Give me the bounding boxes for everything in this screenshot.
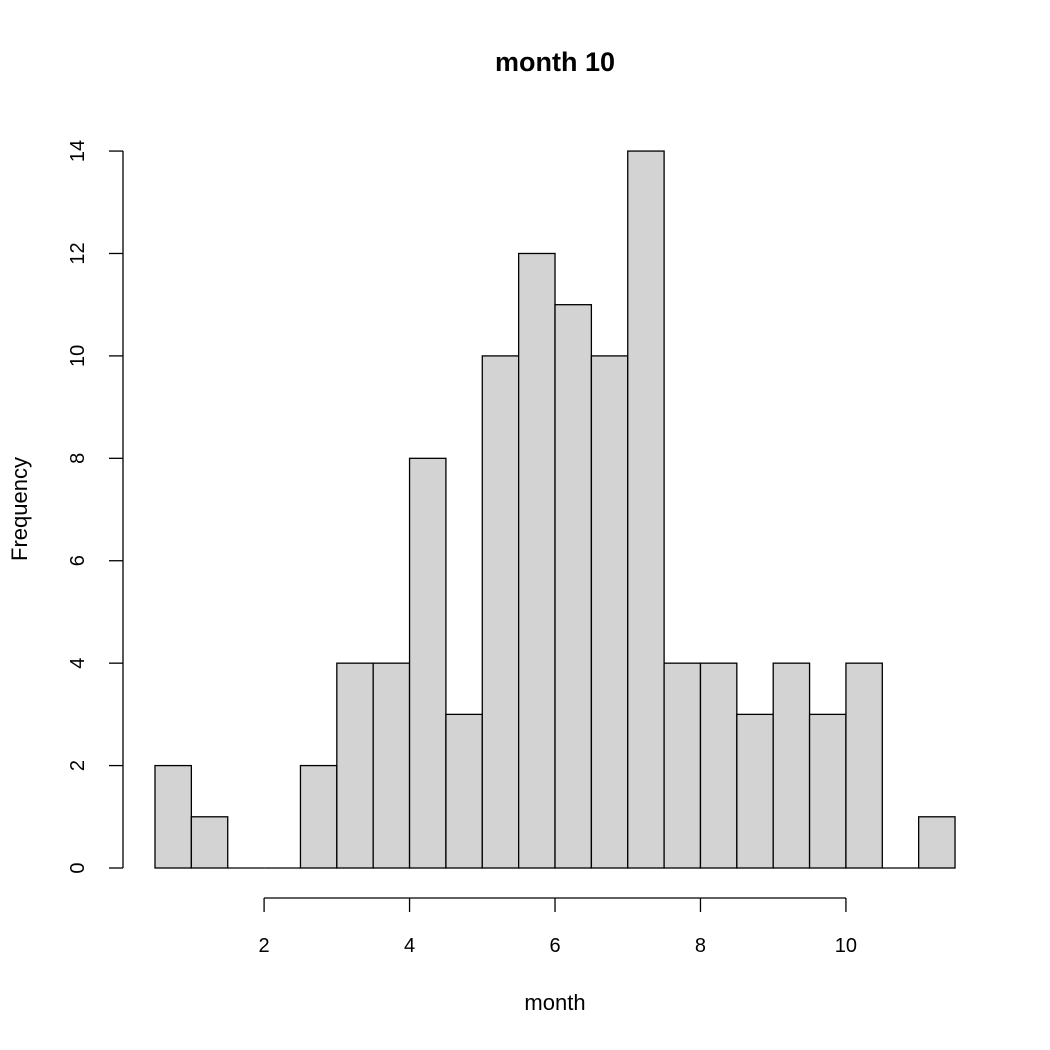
y-tick-label: 10 — [67, 345, 89, 367]
y-tick-label: 2 — [67, 760, 89, 771]
histogram-bar — [554, 304, 593, 869]
histogram-bar — [299, 764, 338, 869]
histogram-bar — [808, 713, 847, 869]
histogram-bar — [408, 457, 447, 869]
histogram-bar — [590, 355, 629, 869]
x-tick-label: 10 — [835, 935, 857, 957]
y-tick-label: 14 — [67, 140, 89, 162]
histogram-bar — [699, 662, 738, 869]
histogram-bar — [336, 662, 374, 869]
x-tick-label: 2 — [259, 935, 270, 957]
histogram-bar — [736, 713, 774, 869]
y-axis: 0 2 4 6 8 10 12 14 — [67, 140, 124, 874]
x-tick-label: 4 — [404, 935, 415, 957]
y-axis-label: Frequency — [7, 457, 32, 561]
y-tick-label: 0 — [67, 862, 89, 873]
y-tick-label: 12 — [67, 242, 89, 264]
y-tick-label: 8 — [67, 453, 89, 464]
x-tick-label: 8 — [695, 935, 706, 957]
histogram-bar — [918, 816, 956, 869]
histogram-bar — [627, 150, 665, 869]
x-axis-label: month — [524, 990, 585, 1015]
histogram-bars — [154, 150, 956, 869]
x-tick-label: 6 — [549, 935, 560, 957]
histogram-bar — [481, 355, 520, 869]
histogram-bar — [663, 662, 702, 869]
histogram-bar — [772, 662, 811, 869]
y-tick-label: 4 — [67, 658, 89, 669]
histogram-bar — [445, 713, 483, 869]
histogram-bar — [518, 252, 556, 869]
chart-title: month 10 — [495, 47, 615, 77]
x-axis: 2 4 6 8 10 — [259, 897, 857, 957]
histogram-bar — [154, 764, 193, 869]
histogram-bar — [845, 662, 883, 869]
histogram-bar — [190, 816, 229, 869]
y-tick-label: 6 — [67, 555, 89, 566]
histogram-bar — [372, 662, 411, 869]
